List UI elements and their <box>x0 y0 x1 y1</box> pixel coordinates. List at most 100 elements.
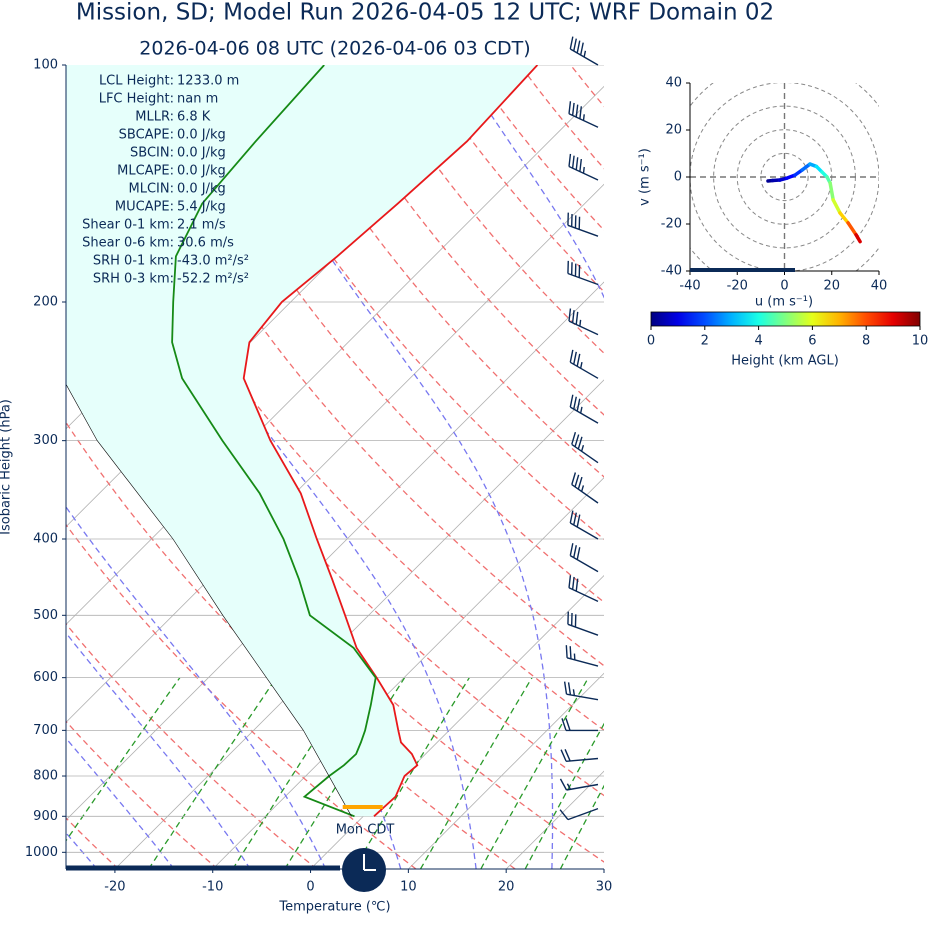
stat-label: MLCIN: <box>129 182 174 197</box>
moist-adiabat <box>705 65 818 869</box>
wind-barb <box>568 153 599 181</box>
colorbar-tick-label: 4 <box>754 334 762 349</box>
stat-value: 5.4 J/kg <box>177 200 226 215</box>
mixing-ratio-line <box>524 722 604 869</box>
x-tick-label: 0 <box>306 880 314 895</box>
y-tick-label: 400 <box>33 532 58 547</box>
stat-label: SBCAPE: <box>119 128 174 143</box>
dry-adiabat <box>773 65 928 869</box>
hodograph-segment <box>828 181 835 202</box>
wind-barb <box>567 212 599 237</box>
wind-barb <box>559 778 599 791</box>
wind-barb <box>565 645 599 667</box>
x-tick-label: -40 <box>679 279 700 294</box>
mixing-ratio-line <box>615 678 714 869</box>
dry-adiabat <box>418 65 604 293</box>
stat-label: MLCAPE: <box>117 164 174 179</box>
mixing-ratio-line <box>66 677 181 842</box>
y-tick-label: 600 <box>33 670 58 685</box>
isotherm <box>603 868 604 869</box>
y-tick-label: 0 <box>674 170 682 185</box>
isotherm <box>310 574 604 869</box>
stat-label: SBCIN: <box>130 146 174 161</box>
dewpoint-line <box>171 65 377 818</box>
wind-barb <box>568 575 599 603</box>
stat-label: LCL Height: <box>99 74 174 89</box>
dry-adiabat <box>570 65 604 108</box>
y-tick-label: 300 <box>33 433 58 448</box>
isotherm <box>66 183 604 723</box>
x-tick-label: 20 <box>498 880 515 895</box>
hodograph-axes: -40 -20 0 20 40 -40 -20 0 20 40 0 2 4 6 8 10 <box>647 76 928 349</box>
x-tick-label: -10 <box>202 880 223 895</box>
stat-value: 0.0 J/kg <box>177 164 226 179</box>
x-tick-label: 40 <box>871 279 888 294</box>
stat-label: MLLR: <box>135 110 174 125</box>
stat-value: 0.0 J/kg <box>177 146 226 161</box>
x-tick-label: 10 <box>400 880 417 895</box>
hodograph-segment <box>831 198 842 215</box>
stat-value: 30.6 m/s <box>177 236 234 251</box>
dry-adiabat <box>875 65 928 869</box>
wind-barb <box>568 101 599 128</box>
dry-adiabat <box>66 421 516 869</box>
moist-adiabat <box>66 631 251 869</box>
dry-adiabat <box>66 622 318 869</box>
y-tick-label: 100 <box>33 58 58 73</box>
stat-value: 6.8 K <box>177 110 211 125</box>
stat-value: 0.0 J/kg <box>177 128 226 143</box>
moist-adiabat <box>458 65 604 299</box>
range-ring <box>548 0 928 413</box>
isotherm <box>114 379 604 869</box>
hodo-y-label: v (m s⁻¹) <box>638 148 653 206</box>
x-tick-label: 0 <box>780 279 788 294</box>
dry-adiabat <box>316 65 604 416</box>
range-ring <box>572 0 928 390</box>
y-tick-label: 800 <box>33 769 58 784</box>
mixing-ratio-line <box>232 677 357 869</box>
y-tick-label: 20 <box>665 123 682 138</box>
stat-label: SRH 0-3 km: <box>93 272 174 287</box>
parcel-line <box>66 383 352 817</box>
stat-label: Shear 0-6 km: <box>82 236 174 251</box>
wind-barb <box>569 349 599 379</box>
dry-adiabat <box>621 65 928 869</box>
wind-barb <box>569 510 599 540</box>
isotherm <box>408 672 604 869</box>
mixing-ratio-line <box>419 677 533 869</box>
moist-adiabat <box>218 65 554 869</box>
isotherm <box>66 281 604 821</box>
wind-barb <box>567 260 599 286</box>
dry-adiabat <box>824 65 928 869</box>
wind-barb <box>563 681 599 701</box>
x-tick-label: 20 <box>823 279 840 294</box>
hodograph-segment <box>854 233 862 244</box>
stat-value: 1233.0 m <box>177 74 239 89</box>
colorbar-tick-label: 10 <box>912 334 928 349</box>
y-tick-label: 700 <box>33 723 58 738</box>
wind-barb <box>561 718 598 732</box>
moist-adiabat <box>66 505 327 869</box>
stat-label: Shear 0-1 km: <box>82 218 174 233</box>
x-tick-label: 30 <box>596 880 613 895</box>
colorbar-tick-label: 2 <box>701 334 709 349</box>
stat-value: -43.0 m²/s² <box>177 254 249 269</box>
dry-adiabat <box>672 65 928 869</box>
stat-label: SRH 0-1 km: <box>93 254 174 269</box>
wind-barb <box>569 394 599 424</box>
wind-barb <box>560 749 599 762</box>
wind-barb <box>568 308 599 336</box>
profiles <box>66 65 539 818</box>
shaded-area <box>66 65 538 817</box>
mixing-ratio-line <box>480 677 589 869</box>
chart-subtitle: 2026-04-06 08 UTC (2026-04-06 03 CDT) <box>139 38 530 60</box>
y-tick-label: 40 <box>665 76 682 91</box>
temperature-line <box>242 65 539 817</box>
hodograph-trace <box>766 162 862 244</box>
y-tick-label: 200 <box>33 295 58 310</box>
wind-barb <box>559 807 599 821</box>
y-tick-label: 500 <box>33 608 58 623</box>
wind-barb <box>567 611 599 636</box>
x-tick-label: -20 <box>727 279 748 294</box>
